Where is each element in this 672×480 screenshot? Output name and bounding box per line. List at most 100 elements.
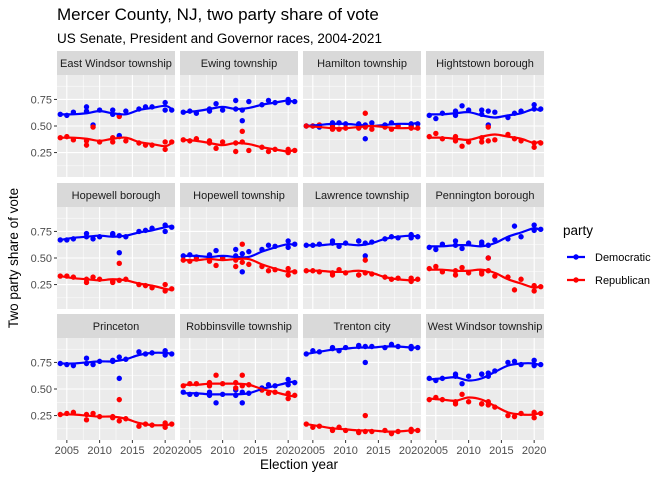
democratic-point xyxy=(485,108,491,114)
y-tick-label: 0.50 xyxy=(31,384,52,396)
republican-point xyxy=(303,123,309,129)
y-tick-label: 0.75 xyxy=(31,357,52,369)
y-tick-label: 0.50 xyxy=(31,253,52,265)
democratic-point xyxy=(90,236,96,242)
x-tick-label: 2010 xyxy=(456,445,480,457)
y-tick-label: 0.25 xyxy=(31,148,52,160)
republican-point xyxy=(180,137,186,143)
republican-point xyxy=(459,143,465,149)
republican-point xyxy=(531,414,537,421)
republican-smooth-line xyxy=(306,422,418,433)
republican-point xyxy=(369,126,375,132)
republican-point xyxy=(356,272,362,278)
facet-label-trenton-city: Trenton city xyxy=(333,321,391,333)
democratic-point xyxy=(415,344,421,351)
facet-label-pennington-borough: Pennington borough xyxy=(435,190,534,202)
chart-title: Mercer County, NJ, two party share of vo… xyxy=(57,5,379,24)
republican-point xyxy=(162,146,168,153)
democratic-smooth-line xyxy=(60,104,173,116)
democratic-point xyxy=(265,242,272,248)
democratic-point xyxy=(180,109,186,115)
democratic-point xyxy=(285,238,291,244)
x-tick-label: 2020 xyxy=(276,445,300,457)
facet-label-hopewell-township: Hopewell township xyxy=(193,190,285,202)
x-tick-label: 2015 xyxy=(120,445,144,457)
facet-label-west-windsor-township: West Windsor township xyxy=(428,321,543,333)
republican-point xyxy=(162,139,168,145)
y-tick-label: 0.75 xyxy=(31,226,52,238)
democratic-point xyxy=(265,97,272,104)
republican-point xyxy=(303,268,309,274)
republican-point xyxy=(479,139,485,145)
democratic-point xyxy=(285,244,291,251)
democratic-point xyxy=(57,237,63,243)
republican-point xyxy=(90,410,96,417)
republican-point xyxy=(285,395,291,402)
republican-point xyxy=(90,124,96,130)
democratic-point xyxy=(239,400,245,406)
republican-point xyxy=(239,259,245,265)
democratic-smooth-line xyxy=(60,225,172,242)
democratic-point xyxy=(531,222,537,228)
democratic-point xyxy=(116,249,122,256)
republican-point xyxy=(505,412,511,419)
x-tick-label: 2015 xyxy=(366,445,390,457)
facet-label-robbinsville-township: Robbinsville township xyxy=(186,321,292,333)
republican-smooth-line xyxy=(306,124,418,131)
facet-label-lawrence-township: Lawrence township xyxy=(315,190,409,202)
y-axis-title: Two party share of vote xyxy=(6,188,21,328)
democratic-point xyxy=(452,371,459,377)
democratic-point xyxy=(57,360,63,367)
facet-strip-trenton-city xyxy=(303,314,421,338)
republican-point xyxy=(465,399,472,405)
democratic-point xyxy=(57,111,63,118)
republican-smooth-line xyxy=(183,257,295,273)
facet-strip-west-windsor-township xyxy=(426,314,544,338)
republican-point xyxy=(180,257,186,263)
republican-point xyxy=(459,264,465,271)
republican-point xyxy=(246,261,252,268)
x-tick-label: 2020 xyxy=(153,445,177,457)
democratic-point xyxy=(329,238,336,244)
democratic-point xyxy=(531,357,537,364)
democratic-point xyxy=(83,104,90,110)
democratic-point xyxy=(233,97,239,104)
democratic-point xyxy=(246,98,252,105)
republican-point xyxy=(110,279,116,286)
facet-strip-hopewell-borough xyxy=(57,183,175,207)
democratic-point xyxy=(239,117,245,124)
democratic-point xyxy=(219,107,226,113)
facet-label-hamilton-township: Hamilton township xyxy=(317,58,407,70)
facet-strip-ewing-township xyxy=(180,51,298,75)
democratic-point xyxy=(239,269,245,275)
republican-point xyxy=(57,411,63,418)
y-tick-label: 0.50 xyxy=(31,121,52,133)
republican-point xyxy=(511,413,518,420)
republican-point xyxy=(485,124,491,130)
democratic-point xyxy=(83,230,90,237)
republican-smooth-line xyxy=(60,274,172,291)
republican-point xyxy=(479,401,485,407)
facet-label-hopewell-borough: Hopewell borough xyxy=(72,190,161,202)
republican-point xyxy=(239,241,245,247)
x-tick-label: 2020 xyxy=(399,445,423,457)
democratic-point xyxy=(518,234,524,240)
republican-point xyxy=(57,273,63,279)
x-tick-label: 2020 xyxy=(522,445,546,457)
democratic-point xyxy=(511,223,518,229)
democratic-point xyxy=(479,371,485,377)
democratic-point xyxy=(110,230,116,237)
democratic-point xyxy=(459,380,465,387)
republican-point xyxy=(219,139,226,145)
republican-point xyxy=(285,265,291,272)
republican-smooth-line xyxy=(429,133,542,145)
republican-point xyxy=(90,274,96,280)
democratic-smooth-line xyxy=(429,227,542,248)
democratic-point xyxy=(116,375,122,382)
republican-point xyxy=(83,279,90,286)
x-tick-label: 2005 xyxy=(301,445,325,457)
x-tick-label: 2010 xyxy=(87,445,111,457)
republican-point xyxy=(233,385,239,391)
republican-point xyxy=(303,421,309,427)
